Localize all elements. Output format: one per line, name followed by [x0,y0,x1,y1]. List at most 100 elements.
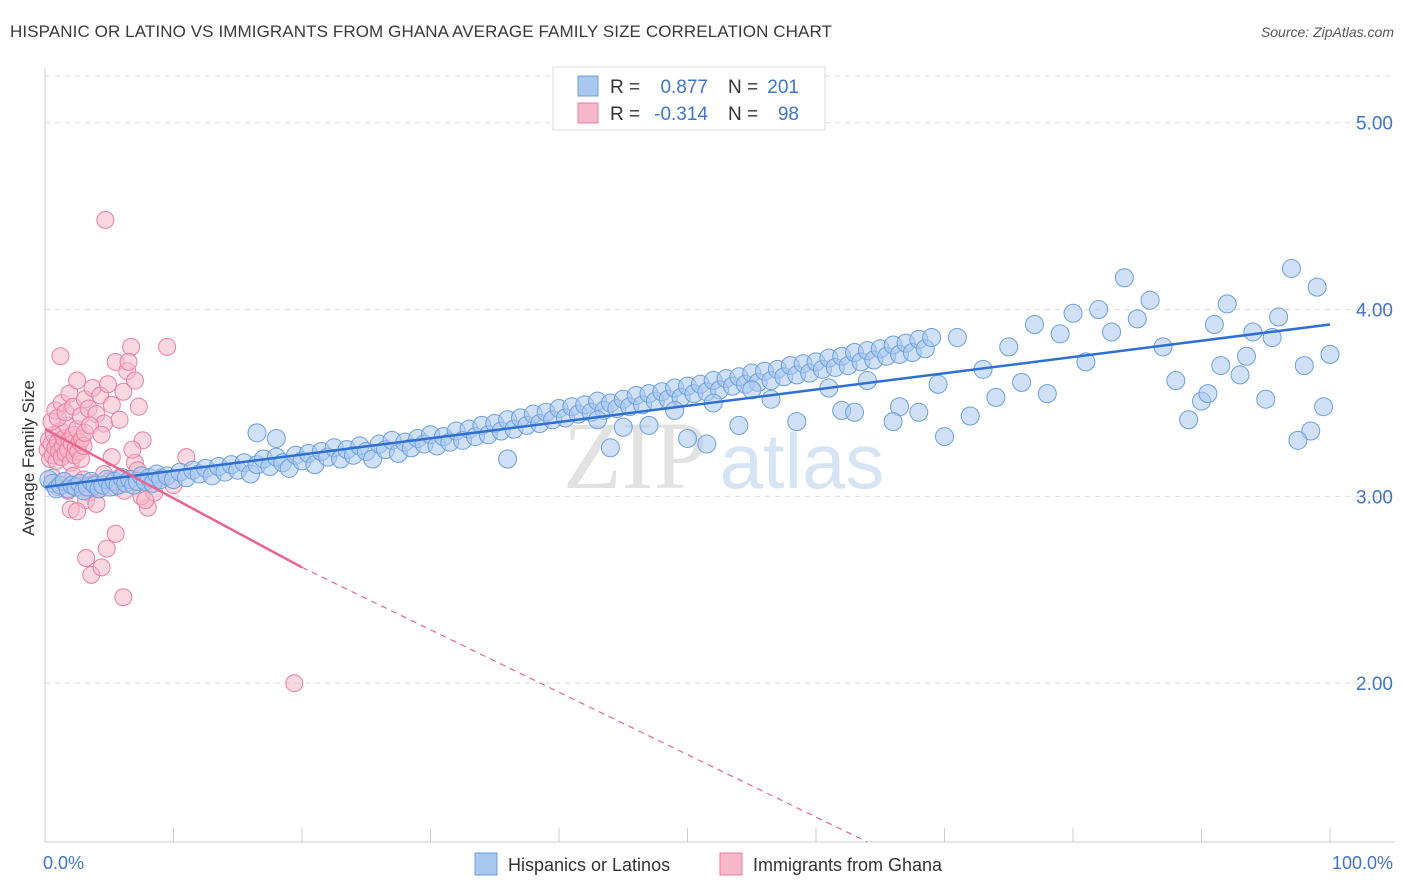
hispanic-point [1198,384,1218,404]
bottom-legend-swatch-pink [719,852,743,876]
legend-n-label: N = [728,77,758,98]
ghana-point [92,425,111,444]
hispanic-point [1140,290,1160,310]
hispanic-point [1102,322,1122,342]
hispanic-point [1076,352,1096,372]
ghana-point [68,371,87,390]
hispanic-point [1217,294,1237,314]
hispanic-point [986,387,1006,407]
hispanic-point [1269,307,1289,327]
hispanic-point [1243,322,1263,342]
bottom-legend-label: Hispanics or Latinos [508,855,670,875]
hispanic-trend-line [44,323,1331,489]
legend-r-label: R = [610,104,640,125]
ghana-point [51,347,70,366]
hispanic-point [960,406,980,426]
hispanic-point [678,428,697,448]
ghana-trend-extension [301,566,868,843]
hispanic-point [1037,384,1057,404]
legend-r-value: 0.877 [660,77,708,98]
chart-title: HISPANIC OR LATINO VS IMMIGRANTS FROM GH… [10,22,833,41]
ghana-point [77,549,96,568]
source-note: Source: ZipAtlas.com [1260,24,1394,40]
watermark-atlas: atlas [720,417,885,505]
bottom-legend-label: Immigrants from Ghana [753,855,943,875]
hispanic-point [947,328,967,348]
hispanic-point [787,412,807,432]
ghana-point [114,588,133,607]
hispanic-point [999,337,1019,357]
ghana-point [114,382,133,401]
ghana-point [106,524,125,543]
hispanic-point [1211,356,1231,376]
ghana-point [125,371,144,390]
ghana-point [123,440,142,459]
hispanic-point [1230,365,1250,385]
x-tick-label: 0.0% [43,853,84,873]
hispanic-point [1012,372,1032,392]
hispanic-point [1320,344,1340,364]
ghana-point [97,539,116,558]
hispanic-point [1307,277,1327,297]
y-tick-label: 5.00 [1356,114,1393,135]
hispanic-point [761,389,781,409]
legend-box: R = 0.877 N = 201 R = -0.314 N = 98 [552,66,826,131]
hispanic-point [922,328,942,348]
legend-r-label: R = [610,77,640,98]
y-axis-title: Average Family Size [19,380,38,536]
ghana-point [136,491,155,510]
hispanic-point [1114,268,1134,288]
hispanic-point [1050,324,1070,344]
hispanic-point [588,410,608,430]
legend-r-value: -0.314 [654,104,708,125]
hispanic-point [1166,371,1186,391]
ghana-trend-line [44,428,303,569]
hispanic-point [1288,430,1308,450]
hispanic-point [639,415,659,435]
bottom-legend: Hispanics or Latinos Immigrants from Gha… [474,852,943,876]
x-tick-label: 100.0% [1332,853,1393,873]
hispanic-point [1281,258,1301,278]
ghana-point [92,558,111,577]
hispanic-point [1256,389,1276,409]
hispanic-point [1063,303,1083,323]
legend-n-value: 201 [767,77,799,98]
ghana-point [68,502,87,521]
hispanic-point [498,449,518,469]
ghana-point [285,674,304,693]
hispanic-point [613,417,633,437]
hispanic-point [1314,397,1334,417]
hispanic-point [1294,356,1314,376]
legend-swatch-blue [577,75,599,97]
hispanic-point [909,402,929,422]
hispanic-point [1179,410,1199,430]
ghana-point [96,210,115,229]
hispanic-point [1089,300,1109,320]
ghana-point [122,337,141,356]
hispanic-point [266,428,286,448]
trend-lines [44,323,1331,843]
hispanic-point [1236,346,1256,366]
hispanic-point [935,427,954,447]
ghana-point [129,397,148,416]
hispanic-point [665,400,685,420]
legend-n-value: 98 [778,104,799,125]
hispanic-point [857,371,877,391]
hispanic-point [1127,309,1147,329]
hispanic-point [729,415,749,435]
legend-n-label: N = [728,104,758,125]
ghana-point [110,410,129,429]
hispanic-point [1204,314,1224,334]
ghana-point [158,337,177,356]
hispanic-point [928,374,948,394]
bottom-legend-swatch-blue [474,852,498,876]
hispanic-point [600,438,620,458]
ghana-point [98,375,117,394]
y-tick-label: 2.00 [1356,674,1393,695]
y-tick-label: 4.00 [1356,301,1393,322]
hispanic-point [845,402,865,422]
y-tick-label: 3.00 [1356,487,1393,508]
hispanic-point [1301,421,1321,441]
hispanic-point [1024,314,1044,334]
